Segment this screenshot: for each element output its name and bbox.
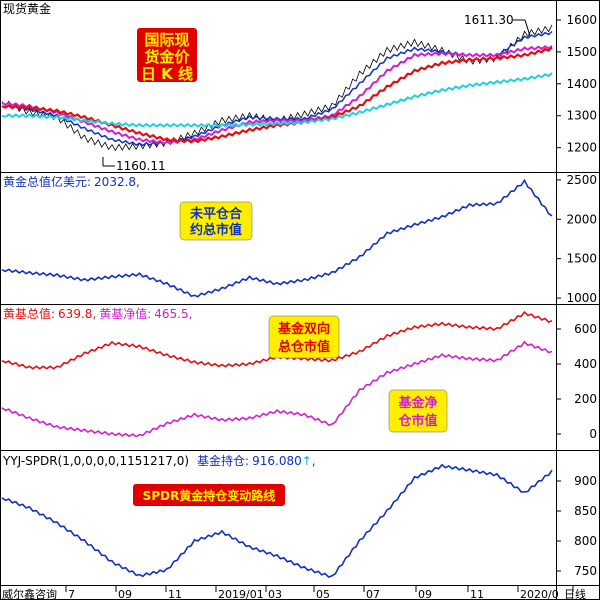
panel3-box-gross-line1: 基金双向 — [277, 321, 330, 337]
y-tick-label: 1200 — [566, 141, 597, 155]
x-tick-label: 07 — [366, 588, 380, 600]
panel4-legend-value: 916.080 — [252, 454, 302, 468]
price-series-0 — [1, 24, 553, 152]
price-series-4 — [1, 72, 553, 128]
x-axis-labels: 7 09 11 2019/01 03 05 07 09 11 2020/0 日线 — [65, 586, 586, 600]
panel3-legend: 黄基总值: 639.8, 黄基净值: 465.5, — [3, 306, 192, 321]
x-tick-label: 日线 — [564, 587, 586, 600]
price-series-1 — [1, 30, 553, 147]
fund-series-1 — [1, 340, 553, 438]
panel1-low-annotation: 1160.11 — [102, 157, 166, 173]
x-tick-label: 09 — [118, 588, 132, 600]
x-tick-label: 05 — [316, 588, 330, 600]
panel2-legend-name: 黄金总值亿美元: — [3, 174, 91, 189]
panel1-title-line1: 国际现 — [144, 31, 189, 49]
y-tick-label: 600 — [574, 322, 597, 336]
panel4-legend-name: 基金持仓: — [197, 453, 249, 468]
y-tick-label: 2000 — [566, 212, 597, 226]
panel4-legend: YYJ-SPDR(1,0,0,0,0,1151217,0) 基金持仓: 916.08… — [2, 453, 316, 468]
panel3-box-gross-line2: 总仓市值 — [278, 339, 330, 355]
y-tick-label: 900 — [574, 474, 597, 488]
y-tick-label: 1600 — [566, 13, 597, 27]
panel2-legend-value: 2032.8, — [94, 175, 140, 189]
x-tick-label: 11 — [470, 588, 484, 600]
y-tick-label: 1500 — [566, 252, 597, 266]
x-tick-label: 09 — [418, 588, 432, 600]
panel4-title: SPDR黄金持仓变动路线 — [143, 488, 276, 503]
y-tick-label: 0 — [589, 427, 597, 441]
up-arrow-icon: ↑ — [302, 454, 312, 468]
panel1-title-box: 国际现 货金价 日 K 线 — [137, 28, 197, 83]
panel3-legend1-name: 黄基总值: — [3, 306, 55, 321]
panel2-legend: 黄金总值亿美元: 2032.8, — [3, 174, 140, 189]
panel3-legend2-value: 465.5, — [154, 307, 192, 321]
price-series-2 — [1, 45, 553, 145]
panel3-box-gross: 基金双向 总仓市值 — [268, 315, 340, 359]
panel3-box-net-line2: 仓市值 — [397, 413, 437, 429]
panel3-box-net: 基金净 仓市值 — [388, 389, 448, 433]
panel1-label: 现货黄金 — [3, 1, 51, 16]
footer-brand: 威尔鑫咨询 — [2, 587, 57, 600]
x-tick-label: 2019/01 — [218, 588, 264, 600]
spdr-series-0 — [1, 463, 553, 579]
y-tick-label: 750 — [574, 564, 597, 578]
x-tick-label: 2020/0 — [520, 588, 559, 600]
y-tick-label: 1000 — [566, 291, 597, 305]
panel1-title-line2: 货金价 — [144, 48, 190, 66]
panel1-high-label: 1611.30 — [464, 13, 514, 27]
panel1-high-annotation: 1611.30 — [464, 13, 531, 37]
y-tick-label: 850 — [574, 504, 597, 518]
y-tick-label: 1300 — [566, 109, 597, 123]
y-tick-label: 1400 — [566, 77, 597, 91]
y-tick-label: 400 — [574, 357, 597, 371]
panel1-low-label: 1160.11 — [116, 159, 166, 173]
y-tick-label: 800 — [574, 534, 597, 548]
panel4-params: YYJ-SPDR(1,0,0,0,0,1151217,0) — [2, 454, 189, 468]
panel3-box-net-line1: 基金净 — [397, 395, 437, 411]
panel3-legend2-name: 黄基净值: — [99, 306, 151, 321]
y-tick-label: 200 — [574, 392, 597, 406]
panel2-title-box: 未平仓合 约总市值 — [179, 201, 253, 241]
x-tick-label: 7 — [68, 588, 75, 600]
series-layer — [1, 24, 553, 579]
panel4-title-box: SPDR黄金持仓变动路线 — [133, 484, 285, 506]
y-tick-label: 2500 — [566, 173, 597, 187]
x-tick-label: 11 — [168, 588, 182, 600]
price-series-3 — [1, 46, 553, 144]
total-value-series-0 — [1, 178, 553, 298]
panel2-title-line2: 约总市值 — [190, 222, 242, 238]
panel3-legend1-value: 639.8, — [58, 307, 96, 321]
panel2-title-line1: 未平仓合 — [189, 206, 243, 222]
y-tick-layer: 1600150014001300120025002000150010006004… — [556, 13, 597, 578]
y-tick-label: 1500 — [566, 45, 597, 59]
x-tick-label: 03 — [268, 588, 282, 600]
panel1-title-line3: 日 K 线 — [141, 65, 193, 83]
